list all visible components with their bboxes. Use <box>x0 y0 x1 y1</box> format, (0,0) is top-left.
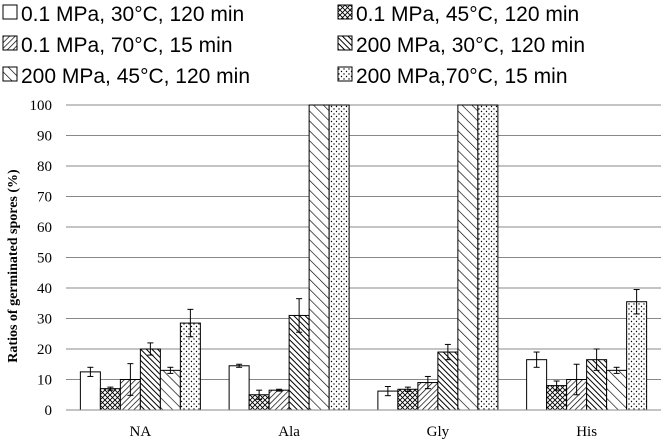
bar <box>457 104 479 411</box>
bars <box>79 104 648 411</box>
bar <box>79 371 101 411</box>
legend-label: 0.1 MPa, 30°C, 120 min <box>21 3 244 26</box>
bar <box>159 369 181 411</box>
bar <box>139 348 161 411</box>
legend-label: 200 MPa, 30°C, 120 min <box>356 34 585 57</box>
bar <box>99 388 121 411</box>
y-tick-label: 80 <box>37 159 52 175</box>
legend-swatch <box>337 4 353 20</box>
x-tick-label: NA <box>130 424 152 440</box>
legend: 0.1 MPa, 30°C, 120 min 0.1 MPa, 45°C, 120… <box>2 3 585 88</box>
gridlines <box>66 104 661 380</box>
legend-label: 200 MPa, 45°C, 120 min <box>21 65 250 88</box>
y-axis-label: Ratios of germinated spores (%) <box>6 169 21 363</box>
error-bars <box>87 289 640 400</box>
y-tick-label: 30 <box>37 312 52 328</box>
bar <box>268 389 290 411</box>
y-tick-label: 40 <box>37 281 52 297</box>
y-tick-label: 70 <box>37 190 52 206</box>
bar <box>606 369 628 411</box>
legend-swatch <box>2 4 18 20</box>
y-tick-label: 10 <box>37 373 52 389</box>
y-axis-ticks: 0 10 20 30 40 50 60 70 80 90 100 <box>30 98 53 419</box>
y-tick-label: 50 <box>37 251 52 267</box>
y-tick-label: 60 <box>37 220 52 236</box>
bar <box>328 104 350 411</box>
y-tick-label: 90 <box>37 129 52 145</box>
y-tick-label: 0 <box>45 403 53 419</box>
legend-swatch <box>337 35 353 51</box>
bar <box>228 365 250 411</box>
legend-label: 200 MPa,70°C, 15 min <box>356 65 568 88</box>
y-tick-label: 100 <box>30 98 53 114</box>
y-tick-label: 20 <box>37 342 52 358</box>
legend-label: 0.1 MPa, 45°C, 120 min <box>356 3 579 26</box>
legend-swatch <box>2 66 18 82</box>
bar <box>308 104 330 411</box>
bar <box>437 351 459 411</box>
bar <box>626 301 648 411</box>
legend-swatch <box>337 66 353 82</box>
legend-label: 0.1 MPa, 70°C, 15 min <box>21 34 233 57</box>
x-tick-label: His <box>576 424 597 440</box>
bar <box>397 388 419 411</box>
x-tick-label: Ala <box>278 424 300 440</box>
bar <box>477 104 499 411</box>
x-axis-labels: NA Ala Gly His <box>130 424 598 440</box>
legend-swatch <box>2 35 18 51</box>
x-tick-label: Gly <box>427 424 450 440</box>
